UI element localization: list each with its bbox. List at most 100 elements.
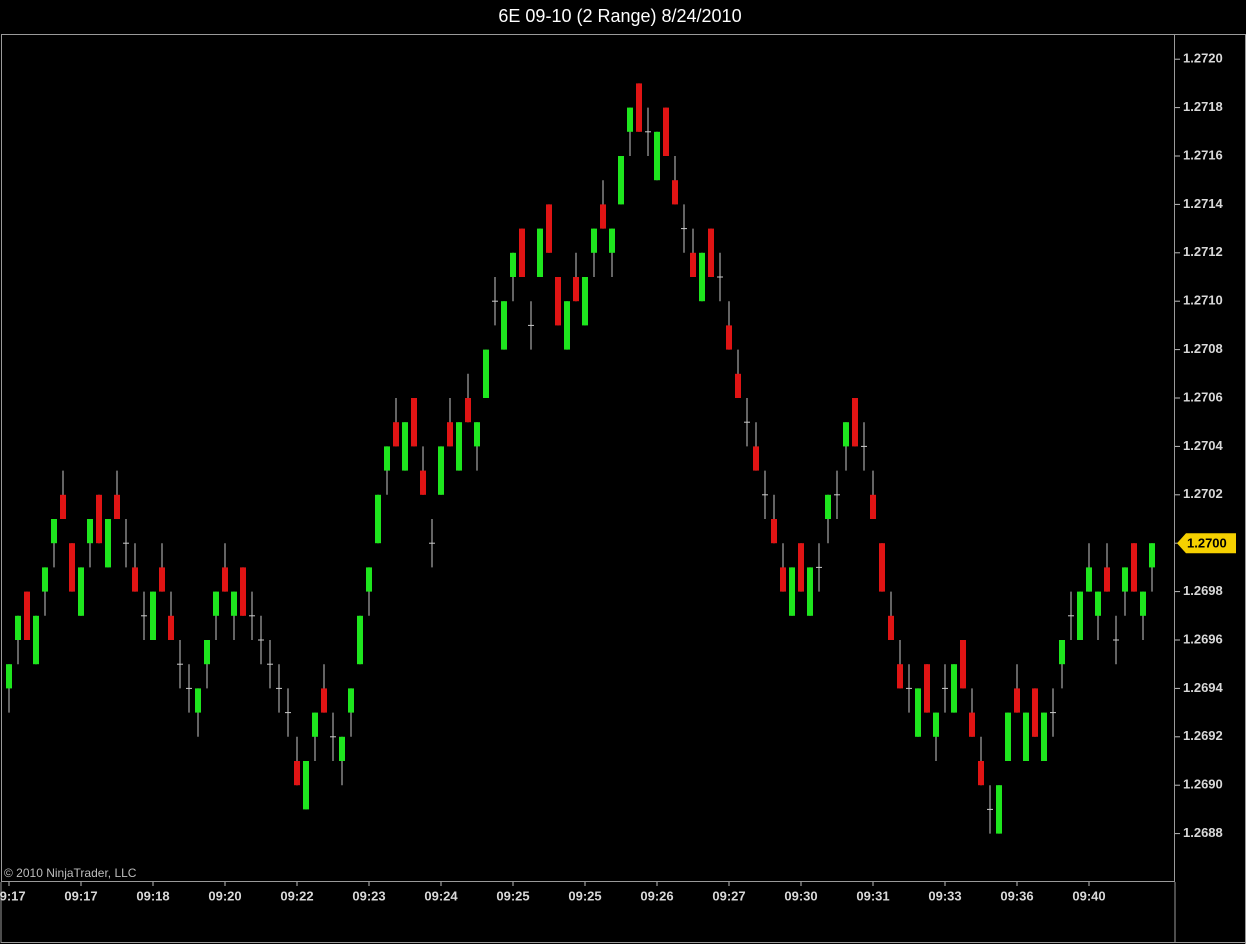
x-tick-label: 09:24 [424, 888, 458, 903]
candle-body [357, 615, 363, 665]
candle-body [24, 591, 30, 640]
candle-body [96, 494, 102, 544]
candle-body [114, 494, 120, 519]
candle-body [159, 567, 165, 592]
candle-body [312, 712, 318, 737]
candle-body [420, 470, 426, 495]
candle-body [672, 180, 678, 205]
candle-body [123, 542, 129, 544]
x-tick-label: 09:18 [136, 888, 169, 903]
candle-body [816, 566, 822, 568]
candle-body [267, 663, 273, 665]
candle-body [618, 156, 624, 205]
candle-body [384, 446, 390, 471]
candle-body [1041, 712, 1047, 761]
candle-body [960, 640, 966, 689]
chart-title: 6E 09-10 (2 Range) 8/24/2010 [498, 6, 741, 26]
y-tick-label: 1.2692 [1183, 728, 1223, 743]
candle-body [789, 567, 795, 616]
y-tick-label: 1.2698 [1183, 583, 1223, 598]
candle-body [546, 204, 552, 253]
candle-body [753, 446, 759, 471]
candle-body [771, 519, 777, 544]
candle-body [195, 688, 201, 713]
x-tick-label: 09:40 [1072, 888, 1105, 903]
candle-body [942, 687, 948, 689]
candle-body [888, 615, 894, 640]
current-price-marker [1177, 533, 1236, 554]
y-tick-label: 1.2718 [1183, 99, 1223, 114]
candle-body [69, 543, 75, 592]
candle-body [825, 494, 831, 519]
candle-body [1059, 640, 1065, 665]
candle-body [321, 688, 327, 713]
y-tick-label: 1.2694 [1183, 680, 1224, 695]
candle-body [681, 228, 687, 230]
candle-body [852, 398, 858, 447]
candle-body [501, 301, 507, 350]
candle-body [636, 83, 642, 132]
candle-body [564, 301, 570, 350]
candle-body [573, 277, 579, 302]
candle-body [87, 519, 93, 544]
current-price-label: 1.2700 [1187, 536, 1227, 551]
candle-body [1032, 688, 1038, 737]
candle-body [1068, 615, 1074, 617]
candle-body [843, 422, 849, 447]
candle-body [33, 615, 39, 665]
candle-body [717, 276, 723, 278]
candle-body [456, 422, 462, 471]
candle-body [609, 228, 615, 253]
candle-body [1131, 543, 1137, 592]
candle-body [483, 349, 489, 398]
candle-body [447, 422, 453, 447]
candle-body [834, 494, 840, 496]
candle-body [654, 131, 660, 181]
candle-body [375, 494, 381, 544]
x-tick-label: 09:26 [640, 888, 673, 903]
candle-body [105, 519, 111, 568]
x-tick-label: 09:20 [208, 888, 241, 903]
candle-body [735, 373, 741, 398]
candle-body [663, 107, 669, 156]
x-tick-label: 09:17 [64, 888, 97, 903]
x-tick-label: 09:25 [496, 888, 529, 903]
candle-body [555, 277, 561, 326]
y-tick-label: 1.2710 [1183, 293, 1223, 308]
x-tick-label: 09:23 [352, 888, 385, 903]
candle-body [1140, 591, 1146, 616]
y-tick-label: 1.2708 [1183, 341, 1223, 356]
candle-body [465, 398, 471, 423]
candle-body [591, 228, 597, 253]
candle-body [924, 664, 930, 713]
candle-body [366, 567, 372, 592]
candle-body [1149, 543, 1155, 568]
candle-body [240, 567, 246, 616]
candle-body [906, 687, 912, 689]
candle-body [708, 228, 714, 277]
y-tick-label: 1.2696 [1183, 631, 1223, 646]
x-tick-label: 09:31 [856, 888, 889, 903]
candle-body [897, 664, 903, 689]
candle-body [294, 761, 300, 786]
copyright: © 2010 NinjaTrader, LLC [4, 866, 137, 880]
candle-body [402, 422, 408, 471]
candle-body [996, 785, 1002, 834]
candle-body [249, 615, 255, 617]
candle-body [510, 252, 516, 277]
candle-body [474, 422, 480, 447]
candle-body [258, 639, 264, 641]
candle-body [330, 736, 336, 738]
x-tick-label: 09:36 [1000, 888, 1033, 903]
candle-body [177, 663, 183, 665]
candle-body [582, 277, 588, 326]
candle-body [1014, 688, 1020, 713]
x-tick-label: 09:30 [784, 888, 817, 903]
candle-body [627, 107, 633, 132]
candle-body [1050, 712, 1056, 714]
candle-body [1113, 639, 1119, 641]
candle-body [60, 494, 66, 519]
candle-body [78, 567, 84, 616]
candle-body [393, 422, 399, 447]
